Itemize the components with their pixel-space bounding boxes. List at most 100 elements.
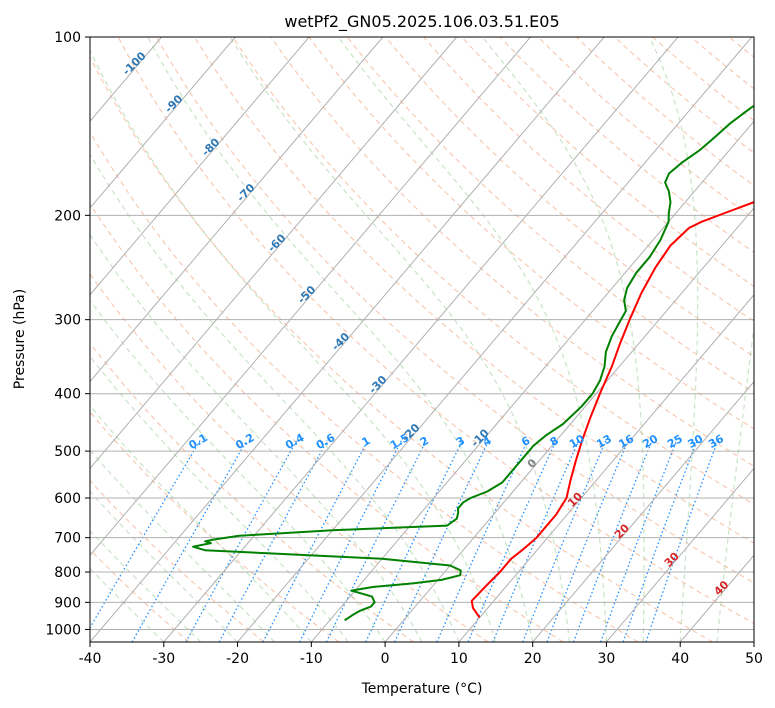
x-tick-label: -30 [152, 651, 175, 667]
moist-adiabat-label: 20 [612, 521, 632, 541]
dry-adiabat-line [90, 342, 414, 642]
y-axis: 100 200 300 400 500 600 700 800 900 1000 [45, 30, 90, 638]
dry-adiabat-label: -50 [295, 283, 318, 306]
mixing-ratio-label: 2 [418, 434, 431, 449]
x-tick-label: 50 [745, 651, 763, 667]
moist-adiabat-line [337, 37, 607, 642]
grid-lines [90, 37, 754, 642]
dry-adiabat-line [499, 37, 754, 254]
mixing-ratio-label: 0.6 [314, 431, 338, 452]
mixing-ratio-label: 1 [360, 434, 373, 449]
moist-adiabat-line [90, 355, 349, 642]
moist-adiabat-line [648, 37, 699, 642]
x-tick-label: -40 [79, 651, 102, 667]
y-tick-label: 100 [54, 30, 81, 46]
isotherm-line [90, 37, 384, 383]
moist-adiabat-label: 40 [711, 578, 731, 598]
isotherm-line [237, 37, 753, 642]
y-tick-label: 700 [54, 531, 81, 547]
x-tick-label: 30 [598, 651, 616, 667]
moist-adiabat-label: 30 [662, 549, 682, 569]
isotherm-line [532, 380, 754, 642]
moist-adiabat-line [481, 37, 645, 642]
dry-adiabat-line [537, 37, 754, 220]
isotherm-line [753, 641, 754, 642]
chart-title: wetPf2_GN05.2025.106.03.51.E05 [284, 12, 559, 32]
mixing-ratio-label: 3 [454, 434, 467, 449]
moist-adiabat-line [229, 37, 571, 642]
isotherm-line [384, 207, 754, 642]
x-tick-label: -10 [300, 651, 323, 667]
x-tick-label: 40 [671, 651, 689, 667]
moist-adiabat-line [147, 37, 534, 642]
mixing-ratio-label: 8 [548, 434, 561, 449]
moist-adiabat-line [90, 449, 275, 642]
dry-adiabat-line [117, 37, 754, 625]
isotherm-line [90, 37, 236, 209]
background-lines [90, 37, 754, 642]
dry-adiabat-line [90, 130, 639, 642]
moist-adiabat-line [90, 49, 497, 642]
dry-adiabat-line [232, 37, 754, 505]
moist-adiabat-line [90, 233, 423, 642]
x-tick-label: 0 [381, 651, 390, 667]
x-axis-label: Temperature (°C) [361, 681, 483, 697]
dry-adiabat-line [690, 37, 754, 90]
dry-adiabat-line [728, 37, 754, 59]
y-tick-label: 600 [54, 491, 81, 507]
x-tick-label: 20 [524, 651, 542, 667]
y-tick-label: 500 [54, 444, 81, 460]
moist-adiabat-line [716, 322, 754, 642]
sounding-profiles [192, 104, 754, 622]
x-tick-label: -20 [226, 651, 249, 667]
dry-adiabat-line [90, 548, 190, 642]
dry-adiabat-label: -30 [366, 373, 389, 396]
y-tick-label: 400 [54, 387, 81, 403]
dry-adiabat-line [155, 37, 754, 584]
mixing-ratio-line [436, 440, 529, 642]
isotherm-line [163, 37, 679, 642]
moist-adiabat-line [90, 529, 202, 642]
dry-adiabat-line [90, 56, 713, 642]
dry-adiabat-line [423, 37, 754, 322]
mixing-ratio-label: 16 [616, 432, 636, 451]
isotherm-line [458, 294, 754, 642]
dry-adiabat-label: -70 [234, 181, 257, 204]
mixing-ratio-line [131, 440, 248, 642]
moist-adiabat-line [90, 404, 312, 642]
dry-adiabat-line [575, 37, 754, 187]
isotherm-line [90, 37, 531, 556]
mixing-ratio-line [365, 440, 463, 642]
mixing-ratio-label: 13 [594, 432, 614, 451]
isotherm-line [90, 37, 458, 470]
mixing-ratio-line [325, 440, 427, 642]
plot-frame [89, 36, 755, 643]
dry-adiabat-line [90, 202, 564, 642]
mixing-ratio-label: 0.1 [187, 431, 210, 452]
mixing-ratio-label: 25 [665, 432, 685, 451]
moist-adiabat-line [90, 299, 386, 642]
mixing-ratio-line [572, 440, 653, 642]
dry-adiabat-line [193, 37, 754, 544]
x-axis: -40 -30 -20 -10 0 10 20 30 40 50 [79, 642, 763, 667]
dry-adiabat-label: -60 [265, 231, 288, 254]
mixing-ratio-label: 6 [519, 434, 532, 449]
moist-adiabat-line [90, 153, 460, 642]
mixing-ratio-line [262, 440, 369, 642]
dry-adiabat-line [385, 37, 754, 358]
dry-adiabat-line [614, 37, 754, 154]
dry-adiabat-line [90, 479, 265, 642]
dewpoint-profile-line [192, 104, 754, 622]
isotherm-line [606, 467, 754, 642]
mixing-ratio-line [299, 440, 403, 642]
y-tick-label: 800 [54, 565, 81, 581]
mixing-ratio-line [522, 440, 607, 642]
y-tick-label: 200 [54, 208, 81, 224]
y-tick-label: 300 [54, 313, 81, 329]
isotherm-line [90, 37, 605, 642]
mixing-ratio-line [185, 440, 298, 642]
dry-adiabat-label: -40 [329, 330, 352, 353]
y-tick-label: 1000 [45, 622, 81, 638]
y-axis-label: Pressure (hPa) [12, 289, 28, 389]
